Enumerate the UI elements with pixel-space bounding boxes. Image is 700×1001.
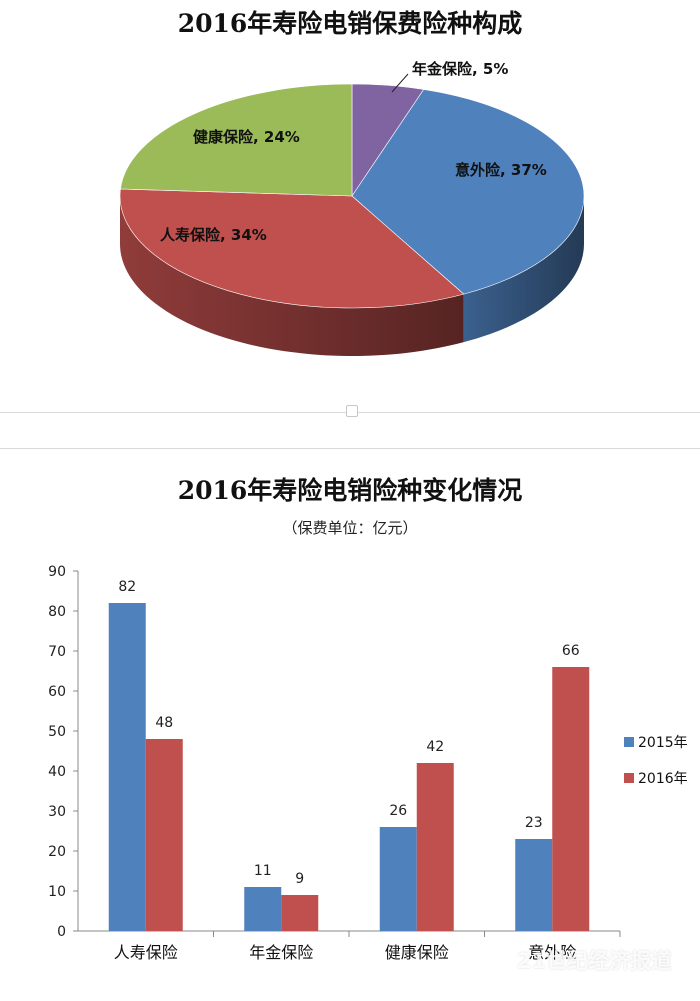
bar-2015年-年金保险	[244, 887, 282, 931]
pie-chart: 年金保险, 5% 意外险, 37% 人寿保险, 34% 健康保险, 24%	[119, 60, 585, 357]
y-tick-label: 70	[48, 644, 66, 660]
x-tick-label-人寿保险: 人寿保险	[114, 943, 178, 962]
bar-2016年-年金保险	[281, 895, 319, 931]
bar-value-label: 11	[254, 863, 272, 879]
y-tick-label: 60	[48, 684, 66, 700]
bar-2016年-健康保险	[416, 763, 454, 931]
pie-slice-意外险	[351, 89, 585, 295]
bar-2015年-健康保险	[379, 827, 417, 931]
watermark-logo: 21世纪经济报道	[516, 949, 672, 973]
y-tick-label: 40	[48, 764, 66, 780]
legend-swatch-2015年	[624, 737, 634, 747]
x-tick-label-意外险: 意外险	[528, 943, 576, 962]
bar-value-label: 23	[525, 815, 543, 831]
x-tick-label-健康保险: 健康保险	[385, 943, 449, 962]
pie-leader-line	[391, 73, 409, 93]
bar-marks: 82 48 11 9 26 42 23 66	[108, 579, 590, 931]
bar-2015年-人寿保险	[108, 603, 146, 931]
y-tick-label: 30	[48, 804, 66, 820]
pie-data-label-人寿保险: 人寿保险, 34%	[160, 226, 267, 244]
bar-2016年-人寿保险	[145, 739, 183, 931]
y-tick-label: 20	[48, 844, 66, 860]
pie-chart-panel: 2016年寿险电销保费险种构成 年金保险, 5% 意外险, 37% 人寿保险, 34…	[0, 0, 700, 413]
y-tick-label: 50	[48, 724, 66, 740]
divider-handle	[346, 405, 358, 417]
bar-chart: 0 10 20 30 40 50 60 70 80 90 人寿保险 年金保险 健康保险 意外险 82 48 11…	[48, 564, 688, 962]
x-tick-label-年金保险: 年金保险	[249, 943, 313, 962]
bar-legend: 2015年 2016年	[624, 735, 688, 787]
pie-top	[119, 83, 585, 309]
bar-value-label: 42	[426, 739, 444, 755]
pie-slice-健康保险	[120, 83, 353, 197]
bar-chart-subtitle: （保费单位：亿元）	[282, 519, 418, 537]
pie-side-walls	[120, 196, 584, 357]
pie-data-label-年金保险: 年金保险, 5%	[412, 60, 508, 78]
pie-labels: 年金保险, 5% 意外险, 37% 人寿保险, 34% 健康保险, 24%	[160, 60, 547, 244]
pie-chart-title: 2016年寿险电销保费险种构成	[177, 9, 523, 38]
y-tick-label: 0	[57, 924, 66, 940]
pie-side-意外险	[463, 196, 584, 343]
y-tick-label: 80	[48, 604, 66, 620]
bar-chart-panel: 2016年寿险电销险种变化情况 （保费单位：亿元） 0 10 20 30 40 50 60 7…	[0, 448, 700, 1001]
bar-chart-title: 2016年寿险电销险种变化情况	[177, 476, 523, 505]
y-tick-label: 10	[48, 884, 66, 900]
bar-value-label: 26	[389, 803, 407, 819]
pie-slice-人寿保险	[119, 188, 465, 309]
legend-label-2015年: 2015年	[638, 735, 688, 751]
pie-side-人寿保险	[120, 196, 464, 357]
legend-label-2016年: 2016年	[638, 771, 688, 787]
y-tick-label: 90	[48, 564, 66, 580]
watermark-subtitle: 21ST CENTURY BUSINESS HERALD	[487, 985, 670, 995]
pie-data-label-意外险: 意外险, 37%	[455, 161, 547, 179]
bar-value-label: 48	[155, 715, 173, 731]
legend-swatch-2016年	[624, 773, 634, 783]
bar-value-label: 82	[118, 579, 136, 595]
bar-2016年-意外险	[552, 667, 590, 931]
bar-value-label: 9	[295, 871, 304, 887]
bar-axes: 0 10 20 30 40 50 60 70 80 90 人寿保险 年金保险 健康保险 意外险	[48, 564, 621, 962]
pie-data-label-健康保险: 健康保险, 24%	[193, 128, 300, 146]
bar-2015年-意外险	[515, 839, 553, 931]
bar-value-label: 66	[562, 643, 580, 659]
